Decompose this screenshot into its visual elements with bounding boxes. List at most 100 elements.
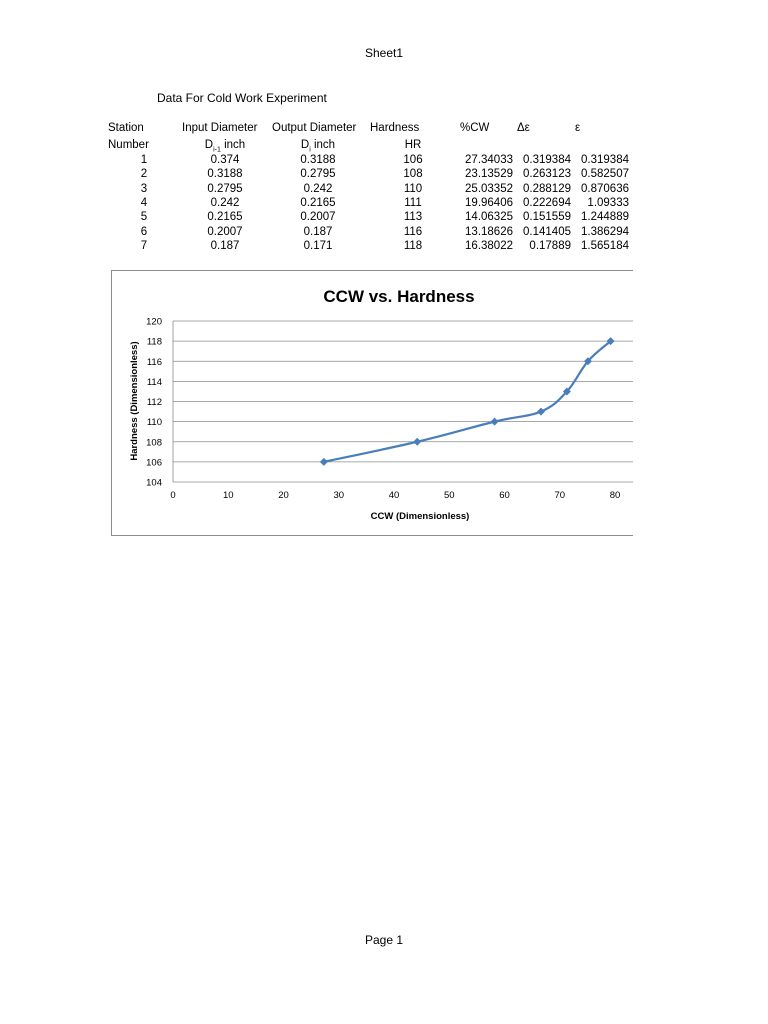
header-cell: ε	[575, 122, 581, 134]
y-tick-label: 106	[146, 457, 162, 468]
y-axis-label: Hardness (Dimensionless)	[129, 341, 140, 460]
table-cell: 1.565184	[581, 239, 629, 252]
table-cell: 1.09333	[587, 196, 629, 209]
table-cell: 0.870636	[581, 182, 629, 195]
table-cell: 0.2795	[300, 168, 336, 181]
table-cell: 27.34033	[465, 154, 513, 166]
table-cell: 7	[140, 239, 148, 252]
table-cell: 1.386294	[581, 225, 629, 238]
header-part: i	[309, 146, 311, 154]
header-cell: Δε	[517, 122, 530, 134]
table-cell: 19.96406	[465, 196, 513, 209]
table-cell: 25.03352	[465, 182, 513, 195]
table-cell: 13.18626	[465, 225, 513, 238]
x-tick-label: 30	[333, 490, 344, 501]
data-point-marker	[606, 337, 615, 346]
table-cell: 0.187	[210, 239, 240, 252]
x-tick-label: 60	[499, 490, 510, 501]
table-cell: 0.242	[210, 196, 240, 209]
table-cell: 0.582507	[581, 168, 629, 181]
y-tick-labels: 104 106 108 110 112 114 116 118 120	[146, 317, 162, 489]
x-tick-labels: 0 10 20 30 40 50 60 70 80	[170, 490, 620, 501]
table-cell: 0.2007	[300, 211, 336, 224]
data-point-marker	[319, 457, 328, 466]
table-cell: 0.319384	[523, 154, 571, 166]
table-cell: 113	[403, 211, 423, 224]
y-tick-label: 110	[147, 417, 162, 428]
table-cell: 118	[403, 239, 423, 252]
y-tick-label: 118	[147, 337, 162, 348]
data-point-marker	[536, 407, 545, 416]
table-cell: 0.263123	[523, 168, 571, 181]
header-cell: Di-1 inch	[205, 138, 245, 157]
data-point-marker	[562, 387, 571, 396]
page-header: Sheet1	[364, 46, 404, 60]
header-cell: Station	[108, 122, 144, 134]
series-group	[319, 337, 615, 466]
table-cell: 14.06325	[465, 211, 513, 224]
header-cell: Output Diameter	[272, 122, 357, 134]
table-cell: 1	[140, 154, 148, 166]
y-tick-label: 114	[147, 377, 162, 388]
y-gridlines	[172, 320, 633, 483]
table-cell: 23.13529	[465, 168, 513, 181]
table-cell: 0.187	[303, 225, 333, 238]
page-footer: Page 1	[364, 933, 404, 947]
table-cell: 6	[140, 225, 148, 238]
chart-svg: CCW vs. Hardness 104 106 108 110 112 114 116 11…	[129, 287, 633, 522]
chart-frame: CCW vs. Hardness 104 106 108 110 112 114 116 11…	[111, 270, 633, 536]
table-cell: 0.2165	[207, 211, 243, 224]
header-cell: HR	[404, 139, 422, 151]
x-tick-label: 0	[170, 490, 175, 501]
table-cell: 1.244889	[581, 211, 629, 224]
table-cell: 2	[140, 168, 148, 181]
table-cell: 0.2795	[207, 182, 243, 195]
table-cell: 0.222694	[523, 196, 571, 209]
table-cell: 4	[140, 196, 148, 209]
table-cell: 0.3188	[300, 154, 336, 166]
header-cell: Number	[108, 139, 149, 151]
y-tick-label: 116	[147, 357, 162, 368]
table-cell: 0.3188	[207, 168, 243, 181]
y-tick-label: 108	[146, 437, 162, 448]
table-cell: 111	[404, 196, 422, 209]
header-part: i-1	[213, 146, 221, 154]
header-part: inch	[310, 139, 336, 151]
table-cell: 0.2007	[207, 225, 243, 238]
table-cell: 116	[403, 225, 423, 238]
table-cell: 0.17889	[529, 239, 571, 252]
x-tick-label: 50	[444, 490, 455, 501]
chart-title: CCW vs. Hardness	[323, 287, 474, 306]
table-cell: 16.38022	[465, 239, 513, 252]
table-cell: 0.374	[210, 154, 240, 166]
table-cell: 110	[403, 182, 423, 195]
data-point-marker	[583, 357, 592, 366]
header-cell: Hardness	[370, 122, 420, 134]
header-part: inch	[220, 139, 246, 151]
table-cell: 0.151559	[523, 211, 571, 224]
table-cell: 5	[140, 211, 148, 224]
header-cell: Input Diameter	[182, 122, 258, 134]
x-tick-label: 20	[278, 490, 289, 501]
data-point-marker	[413, 437, 422, 446]
header-part: D	[204, 139, 214, 151]
header-part: D	[300, 139, 310, 151]
table-cell: 0.141405	[523, 225, 571, 238]
table-cell: 106	[403, 154, 423, 166]
header-cell: Di inch	[301, 138, 335, 157]
table-cell: 0.319384	[581, 154, 629, 166]
table-cell: 0.2165	[300, 196, 336, 209]
table-cell: 108	[403, 168, 423, 181]
header-cell: %CW	[460, 122, 490, 134]
y-tick-label: 120	[146, 317, 162, 328]
x-axis-label: CCW (Dimensionless)	[371, 511, 470, 522]
table-cell: 0.242	[303, 182, 333, 195]
x-tick-label: 80	[610, 490, 621, 501]
data-point-marker	[490, 417, 499, 426]
x-tick-label: 70	[554, 490, 565, 501]
document-title: Data For Cold Work Experiment	[157, 91, 327, 105]
y-tick-label: 112	[147, 397, 162, 408]
x-tick-label: 10	[223, 490, 234, 501]
table-cell: 3	[140, 182, 148, 195]
table-cell: 0.288129	[523, 182, 571, 195]
